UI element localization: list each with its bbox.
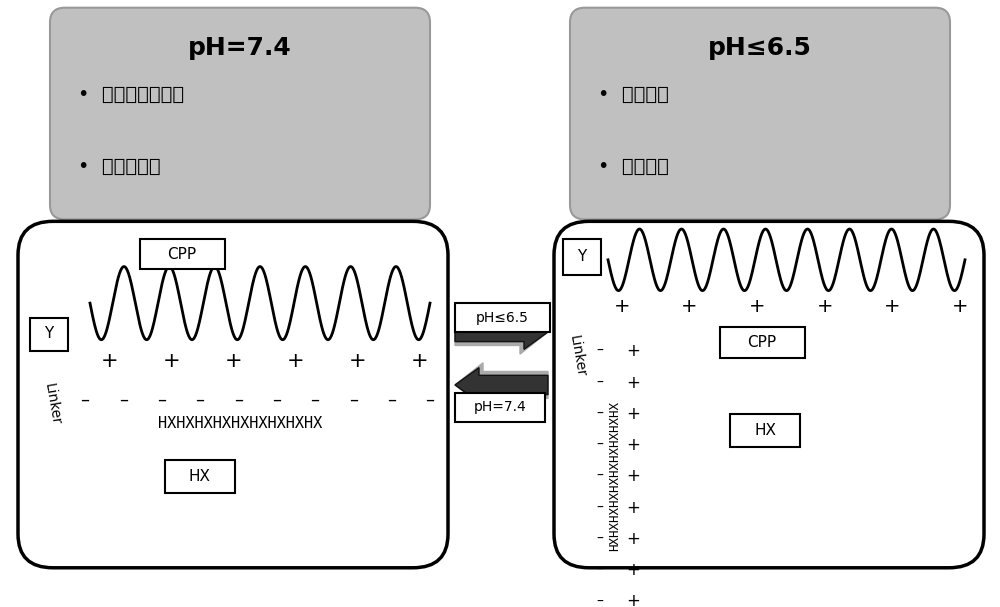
Text: +: +	[626, 498, 640, 517]
Text: Y: Y	[577, 249, 587, 265]
Text: pH≤6.5: pH≤6.5	[476, 311, 528, 325]
Text: +: +	[681, 297, 698, 316]
Text: +: +	[626, 436, 640, 454]
Text: –: –	[597, 469, 603, 483]
Text: +: +	[749, 297, 765, 316]
Text: +: +	[817, 297, 833, 316]
Text: –: –	[597, 344, 603, 358]
Text: +: +	[225, 351, 243, 371]
Text: •  中性或类性环境: • 中性或类性环境	[78, 85, 184, 104]
Text: –: –	[310, 390, 320, 409]
Text: +: +	[626, 561, 640, 579]
Text: +: +	[626, 342, 640, 360]
Text: CPP: CPP	[747, 335, 777, 350]
Text: Linker: Linker	[566, 334, 588, 378]
FancyBboxPatch shape	[563, 239, 601, 275]
Text: –: –	[349, 390, 358, 409]
Text: –: –	[597, 407, 603, 421]
FancyBboxPatch shape	[50, 8, 430, 219]
Text: •  活性构型: • 活性构型	[598, 157, 669, 176]
Text: •  酸性环境: • 酸性环境	[598, 85, 669, 104]
Text: –: –	[597, 376, 603, 390]
Text: +: +	[411, 351, 429, 371]
Text: HXHXHXHXHXHXHXHXHX: HXHXHXHXHXHXHXHXHX	[158, 416, 322, 431]
Text: –: –	[80, 390, 90, 409]
Text: •  非活性构型: • 非活性构型	[78, 157, 161, 176]
FancyBboxPatch shape	[140, 239, 225, 270]
FancyBboxPatch shape	[30, 317, 68, 351]
Text: pH≤6.5: pH≤6.5	[708, 36, 812, 60]
FancyBboxPatch shape	[165, 460, 235, 493]
Text: +: +	[626, 530, 640, 548]
FancyBboxPatch shape	[455, 303, 550, 332]
Text: +: +	[163, 351, 181, 371]
Text: +: +	[626, 405, 640, 423]
FancyBboxPatch shape	[570, 8, 950, 219]
Text: –: –	[426, 390, 434, 409]
Text: –: –	[597, 563, 603, 577]
Text: pH=7.4: pH=7.4	[188, 36, 292, 60]
Text: +: +	[626, 592, 640, 607]
FancyBboxPatch shape	[455, 393, 545, 421]
FancyBboxPatch shape	[554, 222, 984, 568]
Text: +: +	[287, 351, 305, 371]
Text: +: +	[884, 297, 901, 316]
Polygon shape	[455, 363, 548, 407]
Text: –: –	[597, 594, 603, 607]
Polygon shape	[455, 368, 548, 402]
Text: +: +	[349, 351, 367, 371]
Text: CPP: CPP	[167, 246, 197, 262]
Polygon shape	[455, 310, 548, 354]
Text: +: +	[626, 467, 640, 486]
Text: +: +	[626, 373, 640, 392]
Text: –: –	[597, 501, 603, 515]
FancyBboxPatch shape	[730, 414, 800, 447]
Text: HX: HX	[754, 422, 776, 438]
Polygon shape	[455, 314, 548, 350]
Text: –: –	[119, 390, 128, 409]
Text: –: –	[196, 390, 205, 409]
Text: +: +	[952, 297, 968, 316]
Text: HX: HX	[189, 469, 211, 484]
Text: Linker: Linker	[41, 382, 63, 426]
Text: –: –	[157, 390, 166, 409]
Text: –: –	[597, 438, 603, 452]
Text: –: –	[387, 390, 396, 409]
Text: –: –	[272, 390, 281, 409]
FancyBboxPatch shape	[18, 222, 448, 568]
FancyBboxPatch shape	[720, 327, 805, 358]
Text: –: –	[597, 532, 603, 546]
Text: HXHXHXHXHXHXHXHXHXHX: HXHXHXHXHXHXHXHXHXHX	[608, 401, 622, 551]
Text: +: +	[614, 297, 630, 316]
Text: –: –	[234, 390, 243, 409]
Text: pH=7.4: pH=7.4	[474, 400, 526, 414]
Text: Y: Y	[44, 327, 54, 341]
Text: +: +	[101, 351, 119, 371]
